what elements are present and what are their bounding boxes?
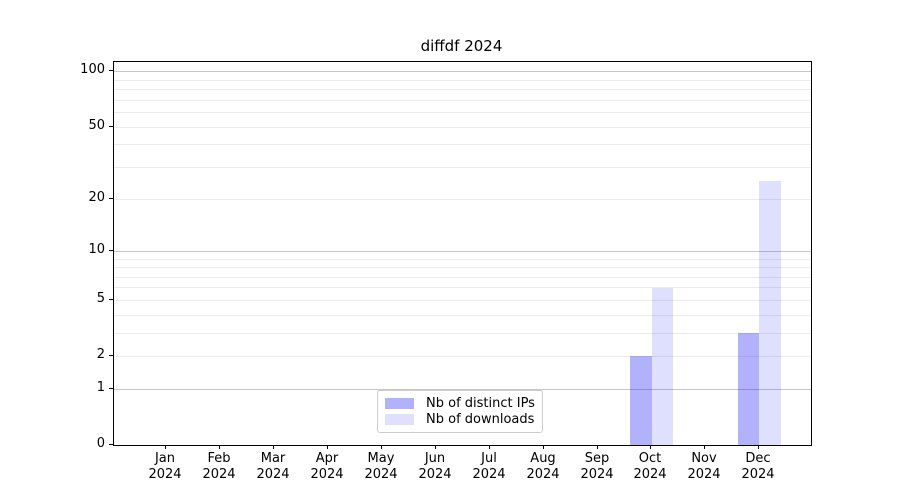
x-tick-mark — [489, 445, 490, 449]
x-tick-mark — [273, 445, 274, 449]
x-tick-month: Apr — [315, 451, 339, 466]
y-tick-mark — [109, 250, 113, 251]
legend-item: Nb of distinct IPs — [378, 396, 542, 412]
x-tick-month: Dec — [745, 451, 771, 466]
y-tick-mark — [109, 388, 113, 389]
x-tick-month: Nov — [691, 451, 717, 466]
legend: Nb of distinct IPs Nb of downloads — [377, 390, 543, 433]
x-tick-month: Aug — [530, 451, 556, 466]
y-tick-label: 0 — [96, 436, 105, 451]
chart-title: diffdf 2024 — [420, 37, 503, 55]
x-tick-mark — [165, 445, 166, 449]
y-tick-label: 1 — [96, 380, 105, 395]
x-tick-year: 2024 — [526, 467, 560, 482]
legend-item-label: Nb of distinct IPs — [426, 395, 535, 411]
x-tick-year: 2024 — [687, 467, 721, 482]
y-tick-mark — [109, 126, 113, 127]
x-tick-mark — [381, 445, 382, 449]
gridline-y-2 — [114, 356, 811, 357]
gridline-y-50 — [114, 127, 811, 128]
gridline-y-80 — [114, 89, 811, 90]
y-tick-mark — [109, 198, 113, 199]
x-tick-label-apr: Apr 2024 — [299, 451, 355, 483]
x-tick-label-dec: Dec 2024 — [730, 451, 786, 483]
x-tick-label-oct: Oct 2024 — [622, 451, 678, 483]
x-tick-year: 2024 — [580, 467, 614, 482]
gridline-y-6 — [114, 287, 811, 288]
bar-downloads-dec — [759, 181, 781, 445]
x-tick-mark — [597, 445, 598, 449]
x-tick-year: 2024 — [310, 467, 344, 482]
x-tick-label-sep: Sep 2024 — [569, 451, 625, 483]
y-tick-label: 50 — [88, 118, 105, 133]
x-tick-month: Feb — [207, 451, 231, 466]
x-tick-label-jul: Jul 2024 — [461, 451, 517, 483]
y-tick-mark — [109, 444, 113, 445]
x-tick-month: Jul — [481, 451, 497, 466]
gridline-y-5 — [114, 300, 811, 301]
gridline-y-9 — [114, 259, 811, 260]
x-tick-label-jan: Jan 2024 — [137, 451, 193, 483]
x-tick-year: 2024 — [472, 467, 506, 482]
x-tick-mark — [327, 445, 328, 449]
gridline-y-40 — [114, 144, 811, 145]
x-tick-mark — [435, 445, 436, 449]
x-tick-mark — [704, 445, 705, 449]
x-tick-year: 2024 — [741, 467, 775, 482]
x-tick-mark — [219, 445, 220, 449]
y-tick-label: 5 — [96, 291, 105, 306]
x-tick-mark — [758, 445, 759, 449]
y-tick-mark — [109, 355, 113, 356]
gridline-y-10 — [114, 251, 811, 252]
x-tick-year: 2024 — [202, 467, 236, 482]
x-tick-label-jun: Jun 2024 — [407, 451, 463, 483]
legend-swatch — [385, 414, 414, 425]
legend-item: Nb of downloads — [378, 412, 542, 428]
gridline-y-7 — [114, 277, 811, 278]
x-tick-mark — [543, 445, 544, 449]
x-tick-label-aug: Aug 2024 — [515, 451, 571, 483]
legend-swatch — [385, 398, 414, 409]
gridline-y-60 — [114, 112, 811, 113]
gridline-y-100 — [114, 71, 811, 72]
y-tick-label: 100 — [80, 62, 105, 77]
gridline-y-70 — [114, 100, 811, 101]
x-tick-year: 2024 — [633, 467, 667, 482]
x-tick-label-nov: Nov 2024 — [676, 451, 732, 483]
y-tick-label: 2 — [96, 347, 105, 362]
x-tick-month: Oct — [638, 451, 662, 466]
gridline-y-4 — [114, 315, 811, 316]
bar-distinct-ips-dec — [737, 332, 760, 445]
gridline-y-20 — [114, 199, 811, 200]
bar-downloads-oct — [651, 287, 673, 445]
bar-distinct-ips-oct — [630, 356, 652, 445]
x-tick-month: Sep — [584, 451, 610, 466]
x-tick-month: Jun — [424, 451, 446, 466]
x-tick-label-feb: Feb 2024 — [191, 451, 247, 483]
gridline-y-30 — [114, 167, 811, 168]
gridline-y-3 — [114, 333, 811, 334]
x-tick-month: May — [367, 451, 395, 466]
x-tick-label-mar: Mar 2024 — [245, 451, 301, 483]
x-tick-year: 2024 — [148, 467, 182, 482]
y-tick-mark — [109, 70, 113, 71]
plot-area — [113, 61, 812, 446]
x-tick-year: 2024 — [364, 467, 398, 482]
y-tick-label: 20 — [88, 190, 105, 205]
x-tick-month: Mar — [260, 451, 286, 466]
gridline-y-90 — [114, 80, 811, 81]
y-tick-label: 10 — [88, 242, 105, 257]
legend-items: Nb of distinct IPs Nb of downloads — [378, 396, 542, 428]
gridline-y-8 — [114, 267, 811, 268]
x-tick-year: 2024 — [418, 467, 452, 482]
x-tick-mark — [650, 445, 651, 449]
y-tick-mark — [109, 299, 113, 300]
x-tick-month: Jan — [154, 451, 176, 466]
gridline-y-1 — [114, 389, 811, 390]
x-tick-label-may: May 2024 — [353, 451, 409, 483]
x-tick-year: 2024 — [256, 467, 290, 482]
legend-item-label: Nb of downloads — [426, 411, 535, 427]
